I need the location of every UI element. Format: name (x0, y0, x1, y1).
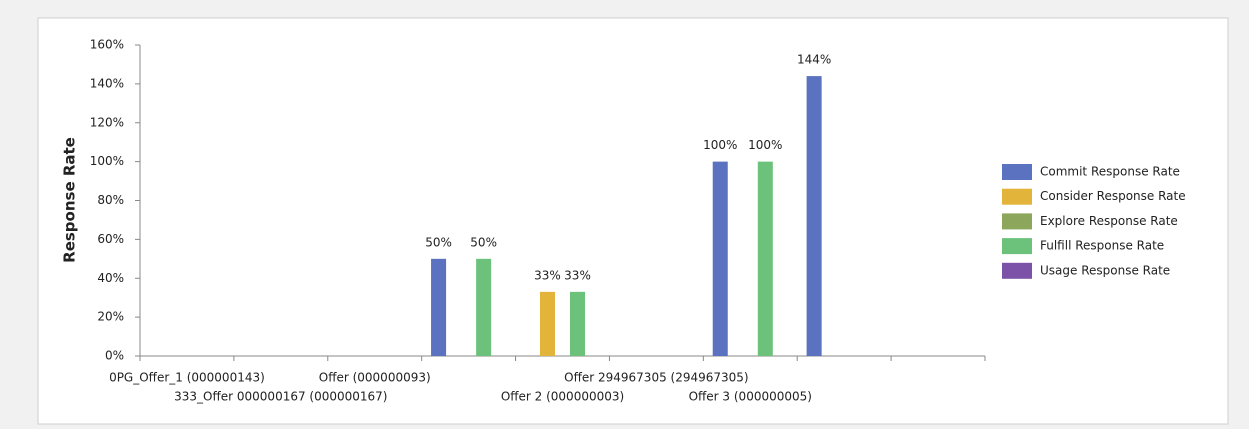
data-label: 33% (534, 268, 561, 282)
y-axis-title: Response Rate (61, 137, 79, 263)
legend-swatch (1002, 238, 1032, 255)
bar (539, 291, 555, 356)
bar (757, 161, 773, 356)
y-tick-label: 120% (90, 115, 124, 129)
bar (476, 258, 492, 356)
data-label: 100% (748, 138, 782, 152)
data-label: 50% (470, 235, 497, 249)
legend-swatch (1002, 213, 1032, 230)
legend-swatch (1002, 164, 1032, 180)
bar (712, 161, 728, 356)
legend-swatch (1002, 262, 1032, 279)
data-label: 100% (703, 138, 737, 152)
y-tick-label: 80% (97, 193, 124, 207)
legend-swatch (1002, 188, 1032, 205)
data-label: 50% (425, 235, 452, 249)
y-tick-label: 60% (97, 232, 124, 246)
y-tick-label: 160% (90, 38, 124, 52)
legend-label: Commit Response Rate (1040, 165, 1180, 179)
x-tick-label: 333_Offer 000000167 (000000167) (174, 390, 387, 404)
bar (570, 291, 586, 356)
y-tick-label: 0% (105, 349, 124, 363)
y-tick-label: 40% (97, 271, 124, 285)
data-label: 144% (797, 53, 831, 67)
legend-label: Usage Response Rate (1040, 263, 1170, 277)
y-tick-label: 100% (90, 154, 124, 168)
x-tick-label: Offer (000000093) (319, 371, 431, 385)
legend-label: Explore Response Rate (1040, 214, 1178, 228)
legend-label: Fulfill Response Rate (1040, 239, 1164, 253)
legend-label: Consider Response Rate (1040, 189, 1186, 203)
y-tick-label: 20% (97, 310, 124, 324)
x-tick-label: Offer 294967305 (294967305) (564, 371, 748, 385)
bar (806, 76, 822, 356)
y-tick-label: 140% (90, 76, 124, 90)
data-label: 33% (564, 268, 591, 282)
bar (431, 258, 447, 356)
x-tick-label: Offer 2 (000000003) (501, 390, 624, 404)
x-tick-label: Offer 3 (000000005) (689, 390, 812, 404)
x-tick-label: 0PG_Offer_1 (000000143) (109, 371, 265, 385)
